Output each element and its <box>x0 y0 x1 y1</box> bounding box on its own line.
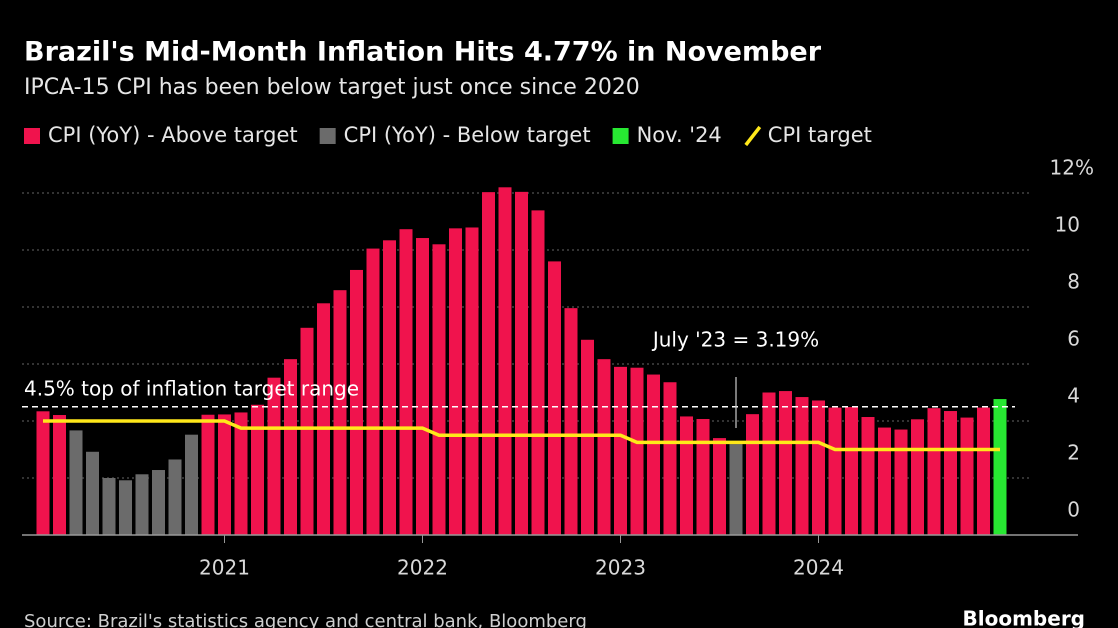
bar <box>680 416 693 535</box>
bar <box>69 430 83 535</box>
bar <box>300 327 314 535</box>
bar <box>284 359 297 535</box>
bar <box>795 397 809 535</box>
bar <box>251 404 264 535</box>
y-tick-label: 0 <box>1067 498 1080 522</box>
x-tick-label: 2021 <box>199 556 250 580</box>
bar <box>350 269 363 535</box>
y-tick-label: 2 <box>1067 441 1080 465</box>
legend-swatch <box>744 125 762 147</box>
bar <box>465 227 479 536</box>
bar <box>548 261 561 535</box>
bar <box>201 414 215 535</box>
bar <box>927 408 941 535</box>
x-tick-label: 2024 <box>793 556 844 580</box>
bar <box>597 359 611 535</box>
bar <box>993 399 1007 535</box>
bar <box>812 400 825 535</box>
bar <box>911 419 924 535</box>
bar <box>498 187 512 536</box>
bar <box>630 367 644 535</box>
x-tick-label: 2022 <box>397 556 448 580</box>
bar <box>861 417 875 535</box>
chart-subtitle: IPCA-15 CPI has been below target just o… <box>24 75 640 100</box>
bar <box>894 429 908 535</box>
reference-label: 4.5% top of inflation target range <box>24 376 359 400</box>
legend-label: CPI (YoY) - Above target <box>48 123 298 147</box>
legend-swatch <box>612 128 629 144</box>
source: Source: Brazil's statistics agency and c… <box>24 611 587 628</box>
bar <box>482 192 495 535</box>
target-line <box>43 419 1000 452</box>
bar <box>333 290 347 535</box>
bar <box>416 238 429 535</box>
bar <box>729 444 743 535</box>
legend-label: Nov. '24 <box>637 123 722 147</box>
y-tick-label: 8 <box>1067 270 1080 294</box>
x-tick-label: 2023 <box>595 556 646 580</box>
bar <box>168 459 182 535</box>
annotation: July '23 = 3.19% <box>651 328 819 352</box>
bar <box>234 412 248 535</box>
bar <box>218 414 231 535</box>
bar <box>696 419 710 535</box>
bar <box>119 480 132 535</box>
bar <box>86 451 99 535</box>
bar <box>762 392 776 535</box>
legend-swatch <box>319 128 336 144</box>
y-tick-label: 6 <box>1067 327 1080 351</box>
bar <box>878 427 891 535</box>
bar <box>977 407 990 535</box>
bar <box>152 470 165 535</box>
legend-label: CPI target <box>768 123 872 147</box>
bar <box>185 434 198 535</box>
y-tick-label: 10 <box>1055 213 1080 237</box>
bar <box>449 228 462 535</box>
bar <box>581 339 594 535</box>
y-tick-label: 12% <box>1050 156 1094 180</box>
bar <box>515 191 528 536</box>
bar <box>135 474 149 535</box>
legend-label: CPI (YoY) - Below target <box>344 123 591 147</box>
bar <box>102 478 116 535</box>
bar <box>647 374 660 535</box>
bar <box>614 366 627 535</box>
bar <box>960 417 974 535</box>
bar <box>845 407 858 535</box>
y-tick-label: 4 <box>1067 384 1080 408</box>
bar <box>317 303 330 535</box>
chart-title: Brazil's Mid-Month Inflation Hits 4.77% … <box>24 37 822 68</box>
bar <box>746 414 759 535</box>
bar <box>366 248 380 535</box>
bar <box>36 411 50 535</box>
bar <box>564 308 578 535</box>
bar <box>383 240 396 535</box>
legend-swatch <box>24 128 40 144</box>
bar <box>828 407 842 535</box>
bar <box>432 244 446 536</box>
bar <box>53 415 66 535</box>
bar <box>663 382 677 535</box>
bar <box>531 210 545 535</box>
bar <box>399 229 413 535</box>
bar <box>779 391 792 535</box>
bar <box>713 438 726 535</box>
brand: Bloomberg <box>963 607 1085 628</box>
bar <box>944 411 957 535</box>
bar <box>267 377 281 535</box>
